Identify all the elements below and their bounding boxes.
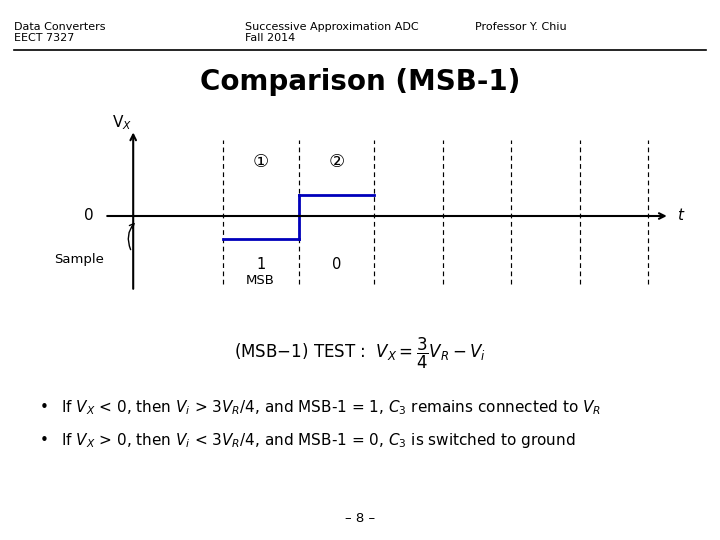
Text: Comparison (MSB-1): Comparison (MSB-1)	[200, 68, 520, 96]
Text: 0: 0	[331, 257, 341, 272]
Text: – 8 –: – 8 –	[345, 512, 375, 525]
Text: Successive Approximation ADC
Fall 2014: Successive Approximation ADC Fall 2014	[245, 22, 418, 43]
Text: (MSB$-$1) TEST :  $V_X = \dfrac{3}{4}V_R - V_i$: (MSB$-$1) TEST : $V_X = \dfrac{3}{4}V_R …	[234, 336, 486, 372]
Text: If $V_X$ > 0, then $V_i$ < 3$V_R$/4, and MSB-1 = 0, $C_3$ is switched to ground: If $V_X$ > 0, then $V_i$ < 3$V_R$/4, and…	[61, 430, 576, 450]
Text: MSB: MSB	[246, 274, 275, 287]
Text: ①: ①	[253, 153, 269, 171]
Text: 0: 0	[84, 208, 94, 224]
Text: t: t	[677, 208, 683, 224]
Text: Sample: Sample	[54, 253, 104, 266]
FancyArrowPatch shape	[128, 224, 134, 249]
Text: If $V_X$ < 0, then $V_i$ > 3$V_R$/4, and MSB-1 = 1, $C_3$ remains connected to $: If $V_X$ < 0, then $V_i$ > 3$V_R$/4, and…	[61, 399, 601, 417]
Text: Data Converters
EECT 7327: Data Converters EECT 7327	[14, 22, 106, 43]
Text: Professor Y. Chiu: Professor Y. Chiu	[475, 22, 567, 32]
Text: V$_X$: V$_X$	[112, 113, 132, 132]
Text: •: •	[40, 433, 48, 448]
Text: 1: 1	[256, 257, 265, 272]
Text: •: •	[40, 400, 48, 415]
Text: ②: ②	[328, 153, 344, 171]
